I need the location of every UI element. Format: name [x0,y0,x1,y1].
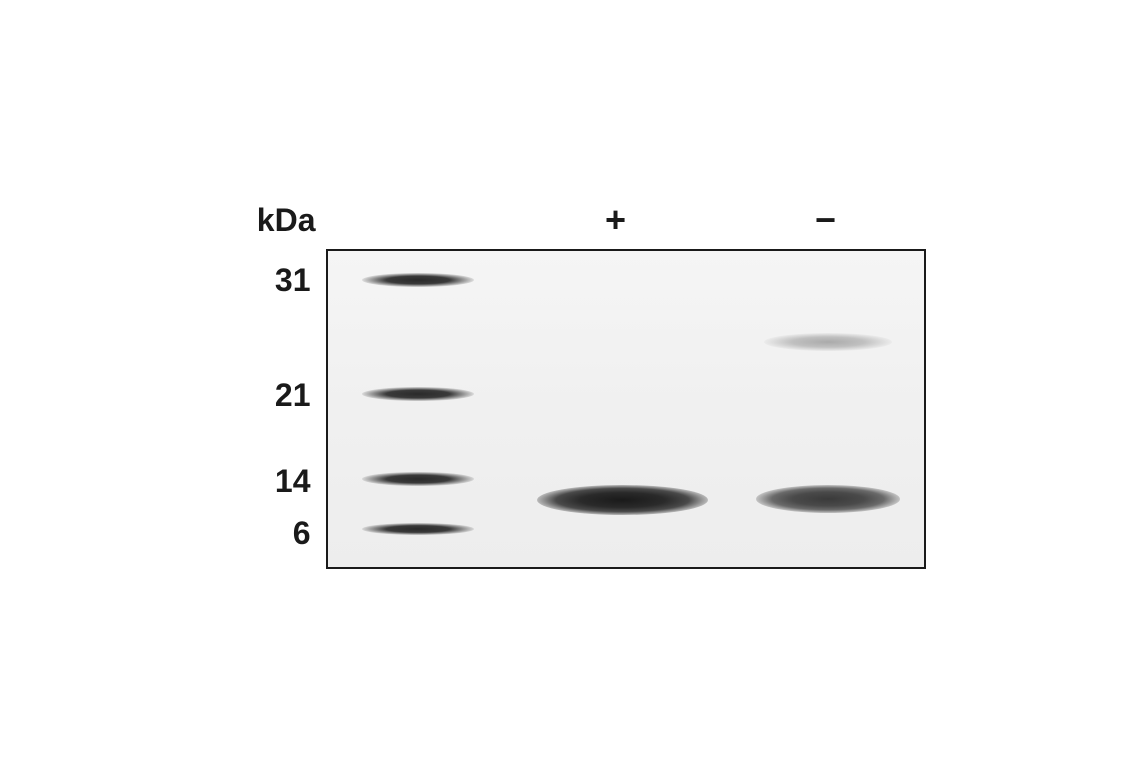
lane-header-minus: − [726,199,926,241]
ladder-band-1 [362,387,474,401]
minus-band-0 [764,333,892,351]
lane-header-plus: + [506,199,726,241]
lane-ladder [348,251,488,567]
gel-figure: kDa + − 31 21 14 6 [216,199,926,569]
minus-band-1 [756,485,900,513]
lane-minus [748,251,908,567]
marker-labels: 31 21 14 6 [216,249,326,569]
marker-label-6: 6 [293,515,311,552]
marker-label-21: 21 [275,377,311,414]
ladder-band-3 [362,523,474,535]
gel-body: 31 21 14 6 [216,249,926,569]
header-row: kDa + − [216,199,926,241]
marker-label-31: 31 [275,262,311,299]
lane-header-ladder [326,199,506,241]
ladder-band-2 [362,472,474,486]
marker-label-14: 14 [275,463,311,500]
lane-headers: + − [326,199,926,241]
gel-image [326,249,926,569]
lane-plus [528,251,718,567]
plus-band-0 [537,485,708,515]
unit-label: kDa [216,202,326,239]
ladder-band-0 [362,273,474,287]
